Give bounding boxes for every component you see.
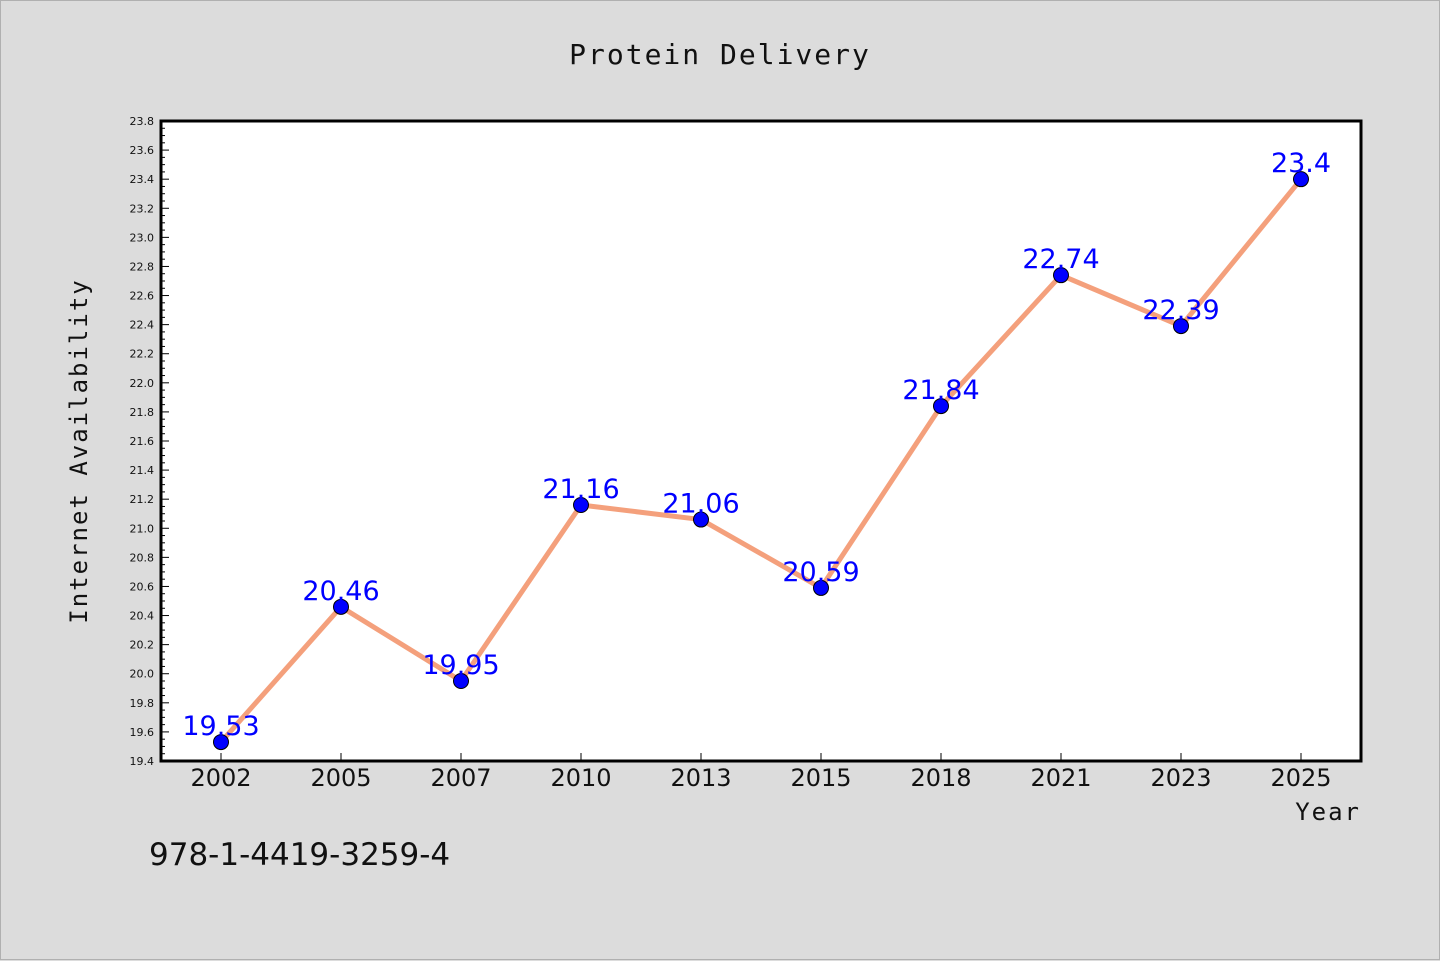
data-point xyxy=(693,511,709,528)
data-label: 22.74 xyxy=(1022,244,1099,275)
y-axis-ticks: 19.4 19.6 19.8 20.0 20.2 20.4 20.6 20.8 21.0 21.2… xyxy=(130,115,169,768)
y-tick-label: 21.4 xyxy=(130,464,155,477)
y-tick-label: 23.2 xyxy=(130,202,155,215)
data-point xyxy=(1173,318,1189,335)
y-tick-label: 22.6 xyxy=(130,290,155,303)
y-tick-label: 23.4 xyxy=(130,173,155,186)
series-line xyxy=(218,176,1304,745)
y-tick-label: 21.6 xyxy=(130,435,155,448)
data-label: 21.16 xyxy=(542,474,619,505)
data-label: 19.53 xyxy=(182,711,259,742)
y-tick-label: 22.4 xyxy=(130,319,155,332)
y-tick-label: 19.6 xyxy=(130,726,155,739)
y-tick-label: 20.2 xyxy=(130,639,155,652)
data-point xyxy=(1293,171,1309,188)
data-point xyxy=(573,497,589,513)
y-tick-label: 21.2 xyxy=(130,493,155,506)
data-point xyxy=(813,579,829,596)
y-tick-label: 20.8 xyxy=(130,551,155,564)
x-axis-ticks: 2002 2005 2007 2010 2013 2015 2018 2021 2023 2025 xyxy=(190,753,1332,792)
y-tick-label: 20.6 xyxy=(130,580,155,593)
y-tick-label: 22.0 xyxy=(130,377,155,390)
y-tick-label: 21.0 xyxy=(130,522,155,535)
y-tick-label: 23.8 xyxy=(130,115,155,128)
x-tick-label: 2025 xyxy=(1270,764,1331,792)
x-tick-label: 2002 xyxy=(190,764,251,792)
y-tick-label: 21.8 xyxy=(130,406,155,419)
x-tick-label: 2015 xyxy=(790,764,851,792)
y-tick-label: 20.0 xyxy=(130,668,155,681)
y-tick-label: 23.0 xyxy=(130,231,155,244)
isbn-footer: 978-1-4419-3259-4 xyxy=(149,837,450,873)
data-label: 20.46 xyxy=(302,576,379,607)
x-tick-label: 2023 xyxy=(1150,764,1211,792)
data-label: 21.06 xyxy=(662,489,739,520)
x-tick-label: 2021 xyxy=(1030,764,1091,792)
data-label: 21.84 xyxy=(902,375,979,406)
data-label: 23.4 xyxy=(1271,148,1331,179)
x-tick-label: 2005 xyxy=(310,764,371,792)
data-label: 19.95 xyxy=(422,650,499,681)
data-label: 20.59 xyxy=(782,557,859,588)
y-tick-label: 23.6 xyxy=(130,144,155,157)
data-point xyxy=(933,398,949,415)
data-label: 22.39 xyxy=(1142,295,1219,326)
data-point xyxy=(213,734,229,751)
x-tick-label: 2007 xyxy=(430,764,491,792)
series-group xyxy=(213,171,1309,751)
data-labels-group: 19.53 20.46 19.95 21.16 21.06 20.59 21.84 22.74… xyxy=(182,148,1331,742)
data-point xyxy=(333,598,349,615)
y-tick-label: 19.4 xyxy=(130,755,155,768)
x-tick-label: 2013 xyxy=(670,764,731,792)
y-tick-label: 19.8 xyxy=(130,697,155,710)
chart-title: Protein Delivery xyxy=(569,38,871,71)
x-axis-label: Year xyxy=(1295,798,1361,826)
y-axis-label: Internet Availability xyxy=(65,278,93,623)
plot-area xyxy=(159,119,1363,763)
x-tick-label: 2018 xyxy=(910,764,971,792)
data-point xyxy=(453,673,469,689)
x-tick-label: 2010 xyxy=(550,764,611,792)
y-tick-label: 20.4 xyxy=(130,610,155,623)
data-point xyxy=(1053,267,1069,284)
y-tick-label: 22.2 xyxy=(130,348,155,361)
y-tick-label: 22.8 xyxy=(130,260,155,273)
